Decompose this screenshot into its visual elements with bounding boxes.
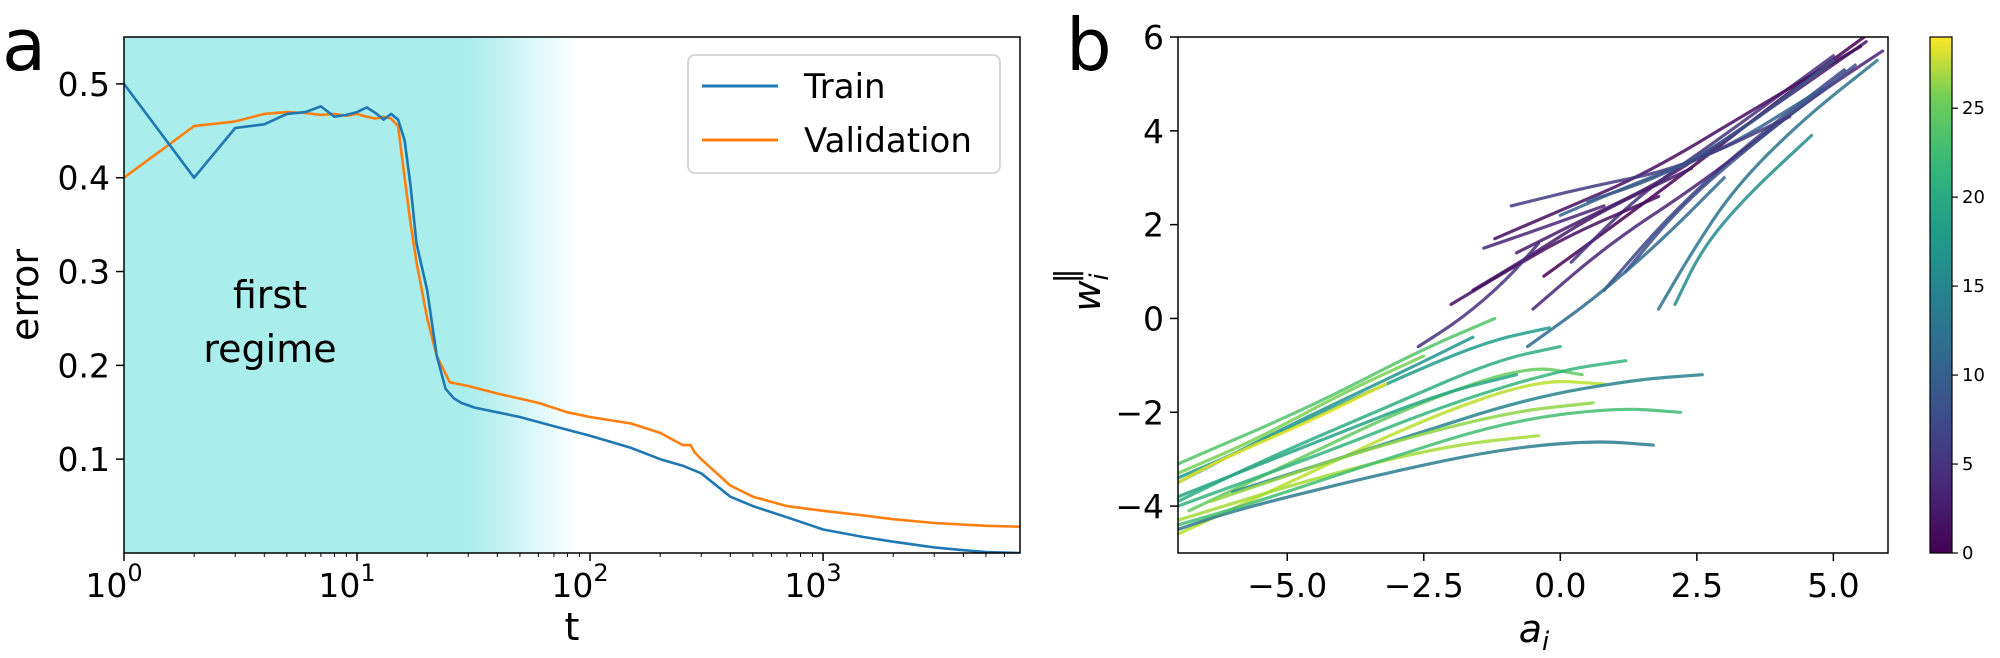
trajectory-line (1178, 316, 1497, 466)
panel-a-xtick-exp: 3 (826, 559, 841, 587)
trajectory-line (1602, 68, 1846, 292)
panel-a-ytick-label: 0.1 (58, 440, 110, 479)
colorbar-tick-label: 10 (1962, 365, 1985, 386)
colorbar-tick-label: 0 (1962, 543, 1973, 564)
colorbar-tick-label: 5 (1962, 454, 1973, 475)
panel-a-xtick-label: 100 (85, 559, 142, 605)
panel-a-xtick-exp: 1 (360, 559, 375, 587)
panel-a-ylabel: error (3, 249, 47, 341)
trajectory-line (1509, 115, 1792, 208)
trajectory-line (1449, 194, 1661, 306)
panel-a-xtick-label: 102 (551, 559, 608, 605)
trajectory-line (1178, 359, 1628, 508)
panel-a-xtick-label: 103 (784, 559, 841, 605)
trajectory-line (1525, 176, 1726, 349)
trajectory-line (1178, 354, 1426, 475)
panel-b-xtick-label: −2.5 (1384, 566, 1464, 605)
panel-a-xtick-exp: 2 (593, 559, 608, 587)
panel-b-xlabel-sub: i (1542, 627, 1550, 657)
first-regime-annotation-line2: regime (203, 327, 336, 371)
panel-b-frame (1177, 36, 1889, 554)
panel-b-ytick-label: 0 (1143, 299, 1164, 338)
trajectory-line (1178, 382, 1388, 485)
trajectory-line (1178, 379, 1606, 536)
panel-b-ytick-label: 6 (1143, 18, 1164, 57)
colorbar-tick-label: 25 (1962, 98, 1985, 119)
panel-a-xtick-base: 10 (318, 566, 360, 605)
panel-b-ytick-label: −4 (1115, 487, 1164, 526)
panel-b-xlabel: ai (1519, 607, 1550, 657)
panel-a-xtick-base: 10 (784, 566, 826, 605)
trajectory-line (1178, 434, 1541, 522)
panel-b-xtick-label: 2.5 (1671, 566, 1723, 605)
colorbar: 0 5 10 15 20 25 (1929, 36, 1985, 564)
legend-label-train: Train (803, 67, 886, 107)
trajectory-line (1482, 204, 1606, 250)
trajectory-line (1493, 44, 1863, 241)
colorbar-tick-label: 20 (1962, 187, 1985, 208)
panel-a-xtick-base: 10 (85, 566, 127, 605)
panel-b-ytick-label: 2 (1143, 206, 1164, 245)
trajectory-line (1416, 241, 1541, 349)
panel-letter-b: b (1066, 3, 1112, 87)
trajectory-line (1586, 58, 1835, 203)
panel-a-ytick-label: 0.2 (58, 346, 110, 385)
colorbar-tick-label: 15 (1962, 276, 1985, 297)
trajectory-line (1178, 345, 1562, 503)
trajectory-line (1624, 63, 1857, 274)
panel-b-ylabel-var: w (1065, 280, 1109, 312)
panel-b-ytick-label: 4 (1143, 112, 1164, 151)
trajectory-line (1178, 373, 1519, 499)
panel-a-xtick-label: 101 (318, 559, 375, 605)
panel-a-xlabel: t (565, 605, 580, 649)
panel-a-error-curves: 100 101 102 103 0.10.20.30.40.5 t error fir… (3, 36, 1021, 649)
trajectory-line (1178, 407, 1683, 527)
panel-a-ytick-label: 0.5 (58, 65, 110, 104)
panel-b-ytick-label: −2 (1115, 393, 1164, 432)
trajectory-line (1178, 335, 1475, 485)
series-line-train (124, 83, 1020, 553)
legend-label-validation: Validation (804, 121, 972, 161)
panel-a-ytick-label: 0.4 (58, 159, 110, 198)
panel-letter-a: a (2, 3, 46, 87)
panel-b-ylabel-sup: ‖ (1049, 268, 1084, 283)
svg-text:wi‖: wi‖ (1049, 268, 1115, 311)
trajectory-line (1178, 440, 1655, 532)
panel-b-xlabel-var: a (1519, 607, 1542, 651)
panel-b-ylabel-sub: i (1085, 273, 1115, 281)
trajectory-line (1209, 401, 1595, 503)
trajectory-line (1673, 133, 1814, 306)
trajectory-line (1657, 58, 1879, 311)
legend: Train Validation (687, 54, 1001, 174)
panel-b-xtick-label: −5.0 (1247, 566, 1327, 605)
first-regime-annotation-line1: first (233, 273, 307, 317)
colorbar-gradient (1929, 36, 1953, 554)
panel-b-xtick-label: 5.0 (1807, 566, 1859, 605)
panel-a-xtick-exp: 0 (127, 559, 142, 587)
panel-a-ytick-label: 0.3 (58, 253, 110, 292)
panel-b-xtick-label: 0.0 (1534, 566, 1586, 605)
panel-a-xtick-base: 10 (551, 566, 593, 605)
panel-a-frame (123, 36, 1021, 554)
panel-b-ylabel: wi‖ (1049, 268, 1115, 311)
